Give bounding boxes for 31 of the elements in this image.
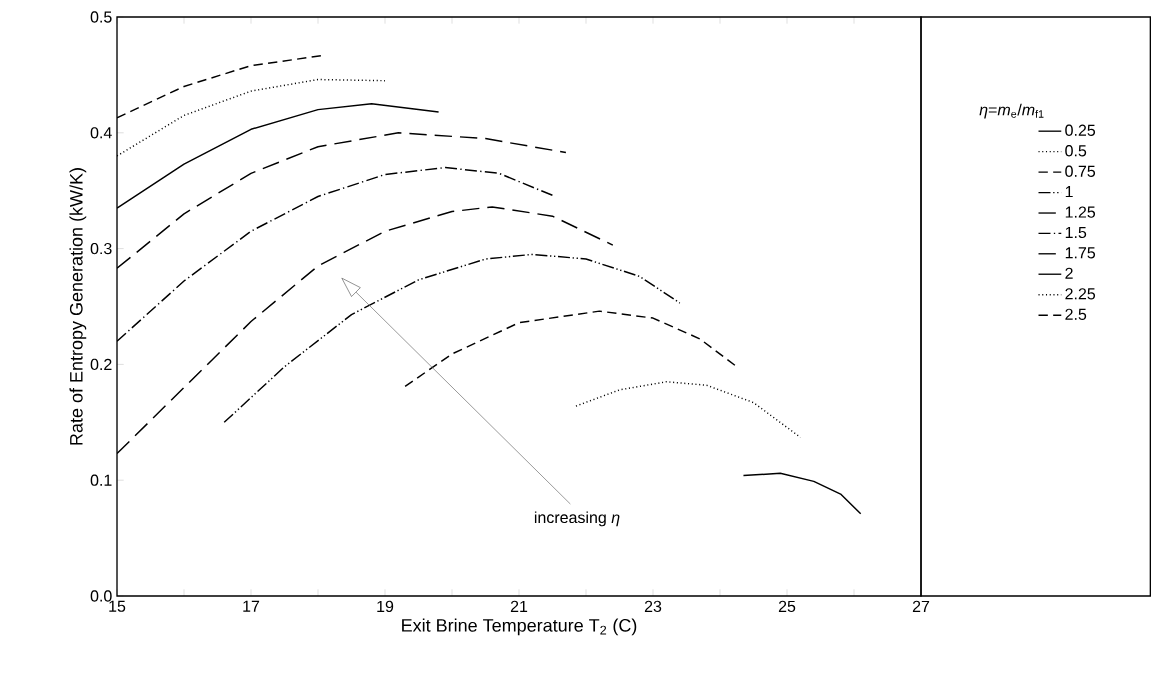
legend-label: 1.25 xyxy=(1065,206,1096,218)
legend-label: 2.25 xyxy=(1065,288,1096,300)
x-tick-label: 23 xyxy=(644,600,662,613)
x-tick-label: 17 xyxy=(243,600,260,612)
x-tick-label: 15 xyxy=(109,600,126,612)
y-tick-label: 0.5 xyxy=(90,11,112,23)
x-tick-label: 21 xyxy=(510,600,528,612)
x-tick-label: 25 xyxy=(778,600,796,613)
x-tick-label: 19 xyxy=(377,600,394,613)
y-tick-label: 0.4 xyxy=(90,127,112,139)
legend-label: 1 xyxy=(1065,186,1073,198)
y-axis-title: Rate of Entropy Generation (kW/K) xyxy=(69,168,87,445)
line-series xyxy=(117,78,386,157)
line-series xyxy=(742,472,862,515)
legend-label: 1.5 xyxy=(1065,226,1087,239)
y-tick-label: 0.3 xyxy=(90,242,112,255)
legend-label: 0.25 xyxy=(1065,124,1096,136)
legend-title: η=m$_{e}$/m$_{f1}$ xyxy=(979,103,1044,119)
y-tick-label: 0.0 xyxy=(90,590,112,602)
legend-label: 0.75 xyxy=(1065,165,1096,177)
y-tick-label: 0.2 xyxy=(90,358,112,371)
legend-label: 0.5 xyxy=(1065,145,1087,157)
x-axis-title: Exit Brine Temperature T$_{2}$ (C) xyxy=(402,618,637,636)
line-series xyxy=(404,310,738,388)
y-tick-label: 0.1 xyxy=(90,474,112,486)
x-tick-label: 27 xyxy=(912,600,930,612)
annotation: increasing η xyxy=(534,511,620,527)
line-series xyxy=(223,253,681,424)
legend-label: 1.75 xyxy=(1065,247,1096,259)
legend-label: 2 xyxy=(1065,267,1073,279)
legend-label: 2.5 xyxy=(1065,308,1087,320)
